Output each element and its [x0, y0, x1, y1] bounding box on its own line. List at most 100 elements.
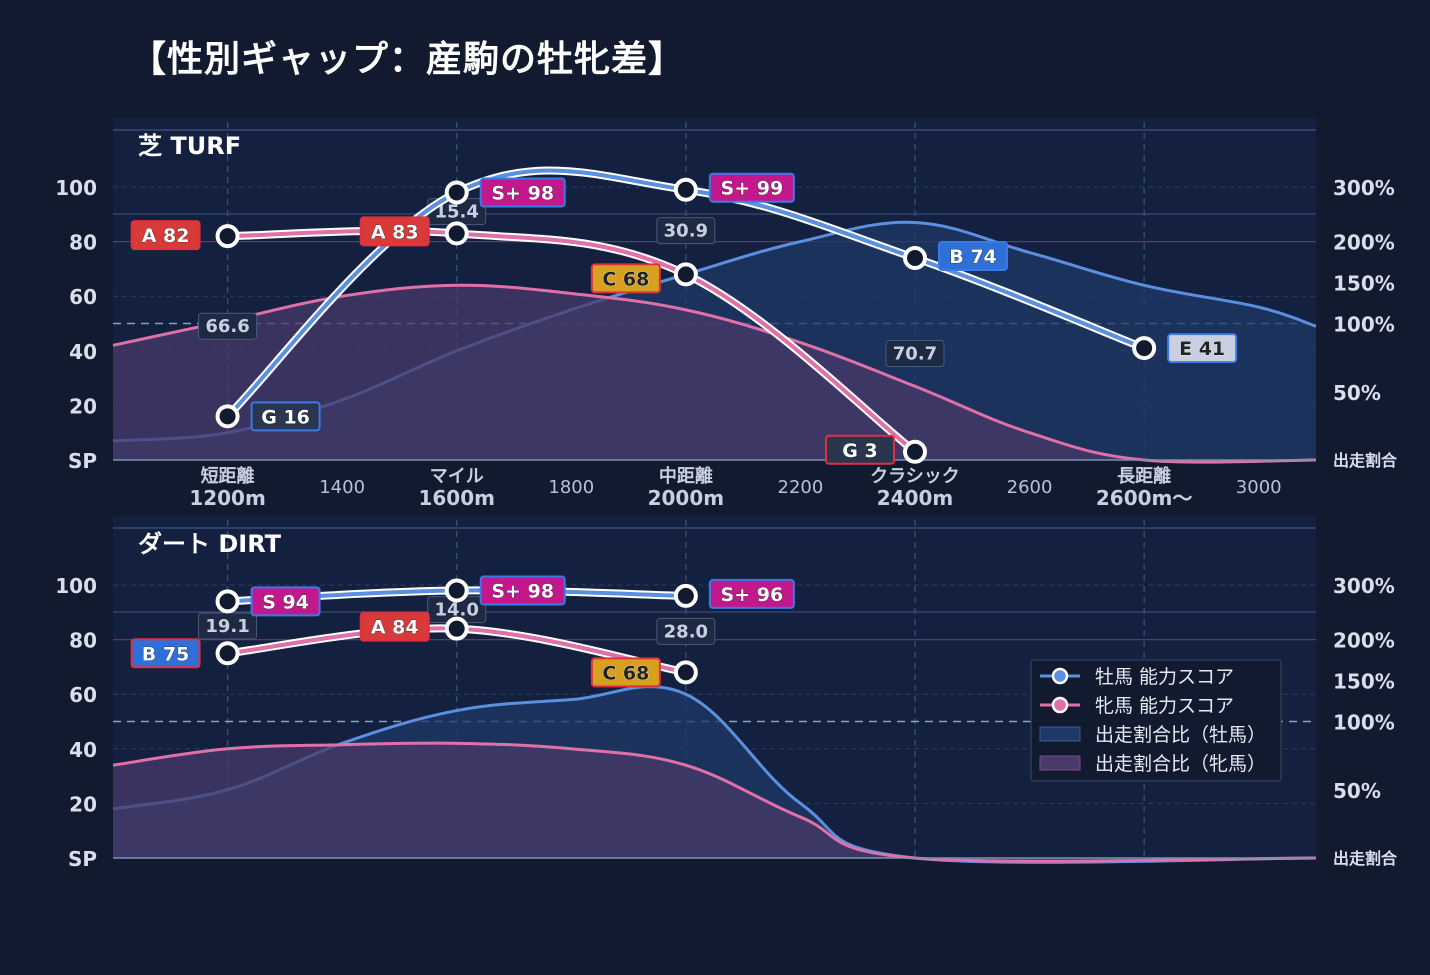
grade-badge-label: C 68 [602, 268, 649, 290]
y-tick-label-left: 100 [55, 574, 97, 598]
legend-label: 牡馬 能力スコア [1095, 666, 1234, 688]
gap-label: 66.6 [205, 316, 249, 337]
gap-label: 19.1 [205, 616, 249, 637]
grade-badge-male [479, 575, 566, 606]
y-tick-label-right: 300% [1333, 574, 1395, 598]
x-tick-label: 2600m〜 [1096, 486, 1193, 510]
x-tick-label: 3000 [1236, 477, 1282, 498]
grade-badge-label: S+ 99 [721, 178, 784, 200]
y-tick-label-left: 100 [55, 176, 97, 200]
score-point-male [673, 177, 698, 202]
grade-badge-label: A 84 [371, 617, 419, 639]
gap-label: 14.0 [435, 600, 479, 621]
chart-title: 【性別ギャップ：産駒の牡牝差】 [130, 39, 686, 80]
y-tick-label-left: 60 [69, 683, 97, 707]
x-tick-label: クラシック [870, 466, 960, 487]
grade-badge-male [708, 578, 795, 609]
grade-badge-male [479, 177, 566, 208]
grade-badge-male [250, 401, 321, 432]
ratio-area-female-line [112, 741, 1317, 863]
y-tick-label-right: 出走割合 [1333, 849, 1398, 868]
x-tick-label: 2400m [877, 486, 954, 510]
chart-panel-1: SP 20 40 60 80 100 300% 200% 150% 100% 50% 出走割合 芝 TU… [55, 118, 1398, 510]
gap-label-box [885, 340, 945, 368]
grade-badge-label: B 74 [949, 246, 997, 268]
y-tick-label-right: 300% [1333, 176, 1395, 200]
x-tick-label: 2000m [648, 486, 725, 510]
y-tick-label-left: 20 [69, 394, 97, 418]
grade-badge-female [359, 611, 430, 642]
gap-label: 30.9 [664, 221, 708, 242]
legend-marker-swatch [1051, 667, 1069, 685]
grade-badge-female [590, 263, 661, 294]
y-tick-label-left: 80 [69, 231, 97, 255]
y-tick-label-left: 60 [69, 285, 97, 309]
grade-badge-label: A 83 [371, 221, 419, 243]
grade-badge-label: E 41 [1179, 338, 1225, 360]
score-point-female [444, 221, 469, 246]
grade-badge-label: G 3 [842, 440, 877, 462]
legend-marker-swatch [1051, 696, 1069, 714]
score-point-male [673, 583, 698, 608]
score-point-male [903, 245, 927, 270]
x-tick-label: 1400 [319, 477, 365, 498]
y-tick-label-left: 40 [69, 340, 97, 364]
x-tick-label: 短距離 [201, 465, 255, 487]
grade-badge-female [825, 434, 895, 465]
score-point-female [673, 660, 698, 685]
grade-badge-label: G 16 [261, 406, 310, 428]
legend-box [1030, 659, 1282, 782]
x-tick-label: 2600 [1007, 477, 1053, 498]
gap-label-box [198, 312, 258, 340]
y-tick-label-left: 40 [69, 738, 97, 762]
legend-area-swatch [1039, 726, 1081, 742]
gap-label: 15.4 [435, 202, 479, 223]
grade-badge-label: A 82 [142, 225, 190, 247]
x-tick-label: 中距離 [659, 465, 713, 487]
gap-label: 70.7 [893, 344, 937, 365]
x-tick-label: 1800 [548, 477, 594, 498]
gap-label-box [656, 617, 716, 645]
score-point-female [215, 224, 240, 249]
y-tick-label-right: 50% [1333, 381, 1381, 405]
grade-badge-label: S+ 96 [721, 584, 784, 606]
y-tick-label-right: 150% [1333, 272, 1395, 296]
y-tick-label-right: 100% [1333, 313, 1395, 337]
x-tick-label: 2200 [778, 477, 824, 498]
chart-panel-2: SP 20 40 60 80 100 300% 200% 150% 100% 50% 出走割合 ダート … [55, 516, 1398, 871]
y-tick-label-left: SP [68, 847, 97, 871]
grade-badge-male [938, 240, 1008, 271]
score-point-female [215, 641, 240, 666]
grade-badge-label: C 68 [602, 662, 649, 684]
x-tick-label: 1200m [189, 486, 266, 510]
panel-label: ダート DIRT [138, 530, 282, 558]
y-tick-label-left: SP [68, 449, 97, 473]
y-tick-label-right: 100% [1333, 711, 1395, 735]
legend-label: 出走割合比（牡馬） [1095, 724, 1266, 746]
gap-label: 28.0 [664, 621, 708, 642]
score-point-female [903, 439, 927, 464]
legend-label: 出走割合比（牝馬） [1095, 753, 1266, 775]
y-tick-label-right: 200% [1333, 629, 1395, 653]
y-tick-label-left: 20 [69, 792, 97, 816]
legend-area-swatch [1039, 755, 1081, 771]
y-tick-label-right: 200% [1333, 231, 1395, 255]
score-point-male [444, 578, 469, 603]
grade-badge-female [130, 220, 201, 251]
grade-badge-label: B 75 [142, 643, 190, 665]
score-line-female [225, 228, 917, 454]
x-tick-label: 長距離 [1117, 465, 1171, 487]
score-point-female [673, 262, 698, 287]
gap-label-box [656, 217, 716, 245]
score-point-male [215, 404, 240, 429]
score-point-male [444, 180, 469, 205]
grade-badge-label: S+ 98 [491, 182, 554, 204]
grade-badge-male [708, 172, 795, 203]
score-point-male [1132, 336, 1157, 361]
grade-badge-label: S 94 [262, 591, 309, 613]
y-tick-label-left: 80 [69, 629, 97, 653]
x-tick-label: 1600m [418, 486, 495, 510]
legend-label: 牝馬 能力スコア [1095, 695, 1234, 717]
